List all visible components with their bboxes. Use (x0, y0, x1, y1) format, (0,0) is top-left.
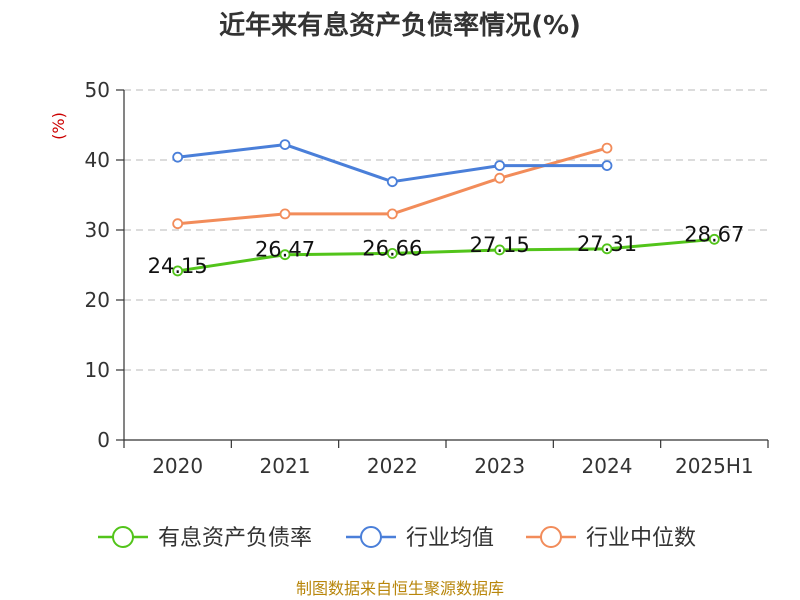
data-point (386, 208, 398, 220)
data-point (172, 151, 184, 163)
data-label: 27.31 (577, 232, 637, 256)
data-point (494, 172, 506, 184)
data-label: 26.66 (362, 236, 422, 260)
series-line-1 (177, 237, 715, 273)
data-point (279, 139, 291, 151)
y-tick-label: 30 (85, 218, 110, 242)
legend-item-1[interactable]: 有息资产负债率 (98, 526, 312, 551)
y-tick-label: 40 (85, 148, 110, 172)
data-point (279, 249, 291, 261)
data-point (494, 160, 506, 172)
data-point (601, 243, 613, 255)
x-tick-label: 2022 (367, 454, 418, 478)
data-point (172, 218, 184, 230)
data-source: 制图数据来自恒生聚源数据库 (296, 579, 504, 598)
y-tick-label: 10 (85, 358, 110, 382)
legend-marker (360, 526, 382, 548)
data-point (494, 244, 506, 256)
x-tick-label: 2020 (152, 454, 203, 478)
legend-marker (112, 526, 134, 548)
data-label: 27.15 (470, 233, 530, 257)
data-point (386, 176, 398, 188)
x-tick-label: 2021 (260, 454, 311, 478)
x-tick-label: 2025H1 (675, 454, 754, 478)
legend-label: 行业均值 (406, 526, 494, 551)
data-label: 26.47 (255, 238, 315, 262)
chart-title: 近年来有息资产负债率情况(%) (219, 10, 581, 41)
y-tick-label: 0 (97, 428, 110, 452)
y-axis-unit: (%) (49, 112, 68, 140)
legend-item-3[interactable]: 行业中位数 (526, 526, 696, 551)
series-line-2 (177, 143, 607, 184)
data-label: 28.67 (684, 222, 744, 246)
legend-label: 有息资产负债率 (158, 526, 312, 551)
data-point (601, 160, 613, 172)
data-label: 24.15 (148, 254, 208, 278)
data-point (386, 247, 398, 259)
x-tick-label: 2024 (582, 454, 633, 478)
data-point (279, 208, 291, 220)
legend-item-2[interactable]: 行业均值 (346, 526, 494, 551)
y-tick-label: 50 (85, 78, 110, 102)
x-tick-label: 2023 (474, 454, 525, 478)
data-point (708, 233, 720, 245)
y-tick-label: 20 (85, 288, 110, 312)
legend-label: 行业中位数 (586, 526, 696, 551)
data-point (601, 142, 613, 154)
data-point (172, 265, 184, 277)
legend-marker (540, 526, 562, 548)
